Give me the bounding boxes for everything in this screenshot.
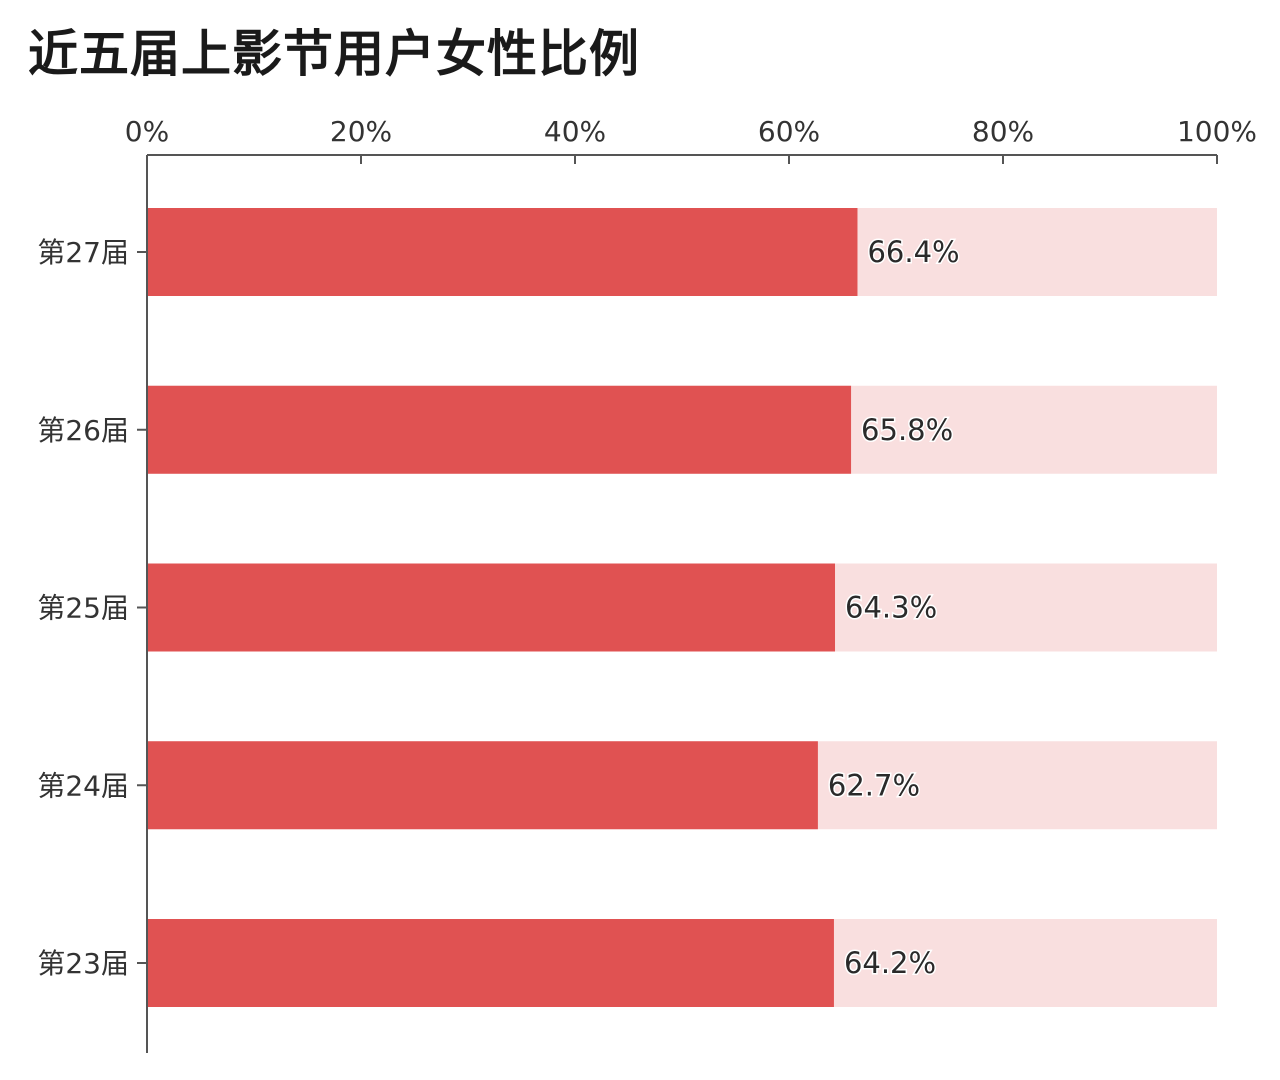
category-label: 第26届 xyxy=(37,414,129,447)
x-tick-label: 60% xyxy=(758,115,820,148)
category-label: 第24届 xyxy=(37,769,129,802)
bar xyxy=(147,919,834,1007)
data-label: 62.7% xyxy=(828,768,920,802)
chart-title: 近五届上影节用户女性比例 xyxy=(28,25,640,83)
category-label: 第27届 xyxy=(37,236,129,269)
data-label: 66.4% xyxy=(867,235,959,269)
data-label: 64.2% xyxy=(844,946,936,980)
category-label: 第25届 xyxy=(37,592,129,625)
bar xyxy=(147,563,836,652)
bar xyxy=(147,385,852,474)
x-tick-label: 0% xyxy=(125,115,169,148)
bar xyxy=(147,208,858,296)
x-tick-label: 40% xyxy=(544,115,606,148)
x-tick-label: 20% xyxy=(330,115,392,148)
bar xyxy=(147,741,818,830)
data-label: 64.3% xyxy=(845,591,937,625)
data-label: 65.8% xyxy=(861,413,953,447)
category-label: 第23届 xyxy=(37,947,129,980)
x-tick-label: 80% xyxy=(972,115,1034,148)
x-tick-label: 100% xyxy=(1177,115,1257,148)
